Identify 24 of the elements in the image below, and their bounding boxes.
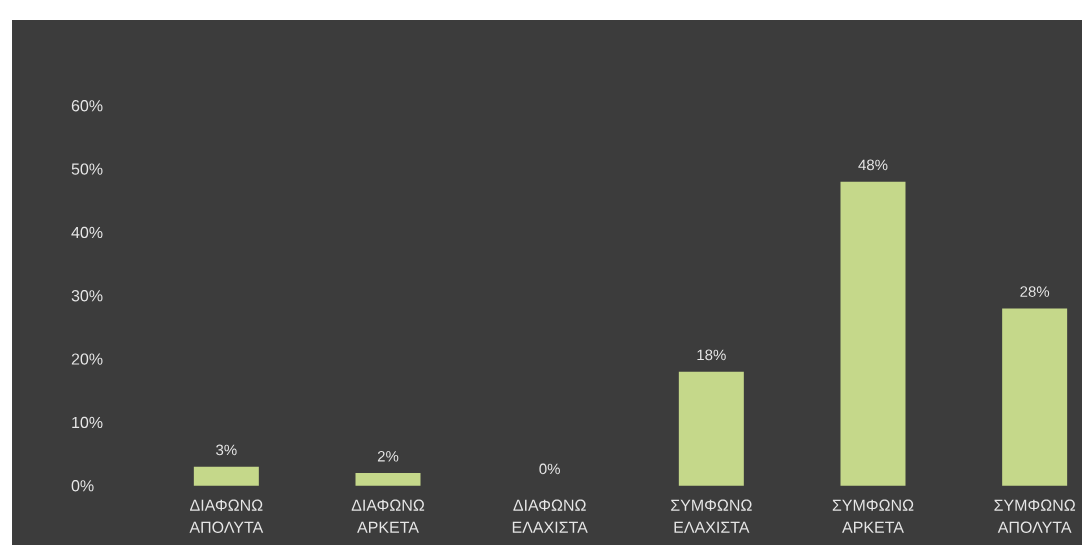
x-tick-label: ΔΙΑΦΩΝΩ ΑΡΚΕΤΑ xyxy=(351,499,425,533)
y-tick-label: 10% xyxy=(72,416,103,429)
data-label: 0% xyxy=(539,463,560,475)
bar xyxy=(355,473,421,486)
x-tick-label: ΔΙΑΦΩΝΩ ΕΛΑΧΙΣΤΑ xyxy=(512,499,588,533)
x-tick-label: ΔΙΑΦΩΝΩ ΑΠΟΛΥΤΑ xyxy=(189,499,264,533)
y-tick-label: 50% xyxy=(71,163,103,175)
data-label: 2% xyxy=(377,450,399,462)
y-tick-label: 60% xyxy=(71,100,103,112)
y-tick-label: 0% xyxy=(71,480,94,492)
y-tick-label: 30% xyxy=(71,290,103,302)
x-tick-label: ΣΥΜΦΩΝΩ ΑΠΟΛΥΤΑ xyxy=(994,499,1076,533)
bar xyxy=(1002,308,1068,486)
bar xyxy=(193,466,259,486)
data-label: 28% xyxy=(1020,286,1050,297)
x-tick-label: ΣΥΜΦΩΝΩ ΑΡΚΕΤΑ xyxy=(832,499,914,533)
bar xyxy=(678,371,744,486)
data-label: 18% xyxy=(697,349,726,361)
y-tick-label: 40% xyxy=(71,226,103,239)
y-tick-label: 20% xyxy=(71,353,103,365)
data-label: 48% xyxy=(858,159,888,171)
bar xyxy=(840,181,906,486)
data-label: 3% xyxy=(216,444,237,456)
x-tick-label: ΣΥΜΦΩΝΩ ΕΛΑΧΙΣΤΑ xyxy=(671,499,752,533)
